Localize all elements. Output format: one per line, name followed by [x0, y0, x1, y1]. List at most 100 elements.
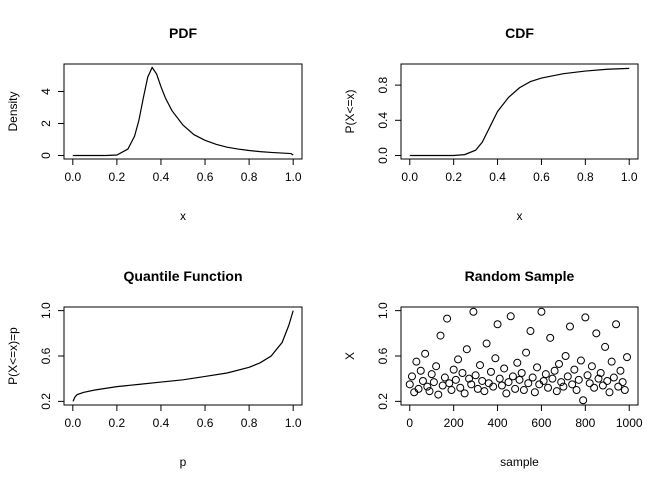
- sample-point: [612, 320, 621, 329]
- chart-title: Quantile Function: [124, 268, 243, 284]
- x-tick-label: 0.4: [153, 170, 170, 184]
- sample-point: [563, 372, 572, 381]
- x-axis-label: sample: [500, 455, 539, 469]
- x-tick-label: 0.2: [109, 416, 126, 430]
- sample-point: [440, 373, 449, 382]
- x-tick-label: 0: [406, 416, 413, 430]
- x-tick-label: 0.6: [197, 416, 214, 430]
- sample-point: [425, 387, 434, 396]
- x-tick-label: 1.0: [285, 170, 302, 184]
- sample-point: [427, 370, 436, 379]
- sample-point: [436, 331, 445, 340]
- sample-point: [537, 307, 546, 316]
- x-tick-label: 0.4: [153, 416, 170, 430]
- sample-point: [574, 375, 583, 384]
- sample-point: [596, 369, 605, 378]
- sample-point: [515, 375, 524, 384]
- sample-point: [524, 379, 533, 388]
- y-axis-label: X: [343, 352, 357, 360]
- sample-point: [462, 345, 471, 354]
- sample-point: [497, 381, 506, 390]
- sample-point: [561, 352, 570, 360]
- x-tick-label: 0.0: [64, 170, 81, 184]
- x-tick-label: 200: [444, 416, 464, 430]
- y-tick-label: 0.6: [39, 347, 53, 364]
- x-axis-label: x: [517, 209, 523, 223]
- y-tick-label: 1.0: [376, 302, 390, 319]
- sample-point: [469, 307, 478, 316]
- sample-point: [449, 365, 458, 374]
- sample-point: [592, 329, 601, 338]
- sample-point: [495, 374, 504, 383]
- sample-point: [550, 366, 559, 375]
- x-tick-label: 1.0: [621, 170, 638, 184]
- x-tick-label: 0.6: [533, 170, 550, 184]
- chart-title: CDF: [505, 25, 534, 41]
- y-tick-label: 0.0: [376, 147, 390, 164]
- sample-point: [412, 357, 421, 366]
- sample-point: [605, 388, 614, 397]
- sample-point: [480, 387, 489, 396]
- x-tick-label: 1000: [616, 416, 643, 430]
- sample-point: [414, 384, 423, 393]
- x-axis-label: p: [180, 455, 187, 469]
- chart-title: Random Sample: [465, 268, 575, 284]
- y-tick-label: 2: [39, 120, 53, 127]
- sample-point: [482, 339, 491, 348]
- sample-point: [489, 382, 498, 391]
- sample-point: [467, 380, 476, 389]
- y-tick-label: 0.2: [376, 393, 390, 410]
- sample-point: [530, 388, 539, 397]
- y-tick-label: 0: [39, 152, 53, 159]
- y-tick-label: 0.6: [376, 347, 390, 364]
- sample-point: [405, 380, 414, 389]
- sample-point: [590, 383, 599, 392]
- sample-point: [546, 333, 555, 342]
- curve: [409, 67, 630, 157]
- sample-point: [581, 313, 590, 322]
- sample-point: [508, 372, 517, 381]
- sample-point: [522, 348, 531, 357]
- sample-point: [506, 312, 515, 321]
- plot-box: [63, 306, 303, 406]
- sample-point: [491, 354, 500, 363]
- plot-box: [400, 63, 639, 160]
- sample-point: [598, 381, 607, 390]
- x-tick-label: 600: [531, 416, 551, 430]
- sample-point: [565, 322, 574, 331]
- y-axis-label: Density: [6, 91, 20, 131]
- sample-point: [486, 367, 495, 376]
- sample-point: [407, 372, 416, 381]
- sample-point: [423, 382, 432, 391]
- plot-box: [63, 63, 303, 160]
- sample-point: [478, 376, 487, 385]
- sample-point: [519, 386, 528, 395]
- sample-point: [555, 359, 563, 368]
- sample-point: [458, 369, 467, 378]
- x-tick-label: 0.0: [64, 416, 81, 430]
- y-axis-label: P(X<=x): [343, 89, 357, 133]
- sample-point: [517, 369, 526, 378]
- sample-point: [616, 366, 625, 375]
- sample-point: [416, 366, 425, 375]
- sample-point: [476, 361, 484, 370]
- sample-point: [559, 382, 568, 391]
- x-tick-label: 0.6: [197, 170, 214, 184]
- x-tick-label: 800: [575, 416, 595, 430]
- y-axis-label: P(X<=x)=p: [6, 327, 20, 385]
- x-tick-label: 1.0: [285, 416, 302, 430]
- x-axis-label: x: [180, 209, 186, 223]
- chart-title: PDF: [169, 25, 197, 41]
- sample-point: [552, 387, 561, 396]
- x-tick-label: 0.2: [109, 170, 126, 184]
- y-tick-label: 1.0: [39, 302, 53, 319]
- sample-point: [601, 342, 610, 351]
- sample-point: [607, 357, 616, 366]
- sample-point: [576, 356, 585, 365]
- sample-point: [434, 390, 443, 399]
- sample-point: [609, 373, 618, 382]
- sample-point: [572, 386, 581, 395]
- sample-point: [570, 365, 579, 374]
- sample-point: [620, 386, 629, 395]
